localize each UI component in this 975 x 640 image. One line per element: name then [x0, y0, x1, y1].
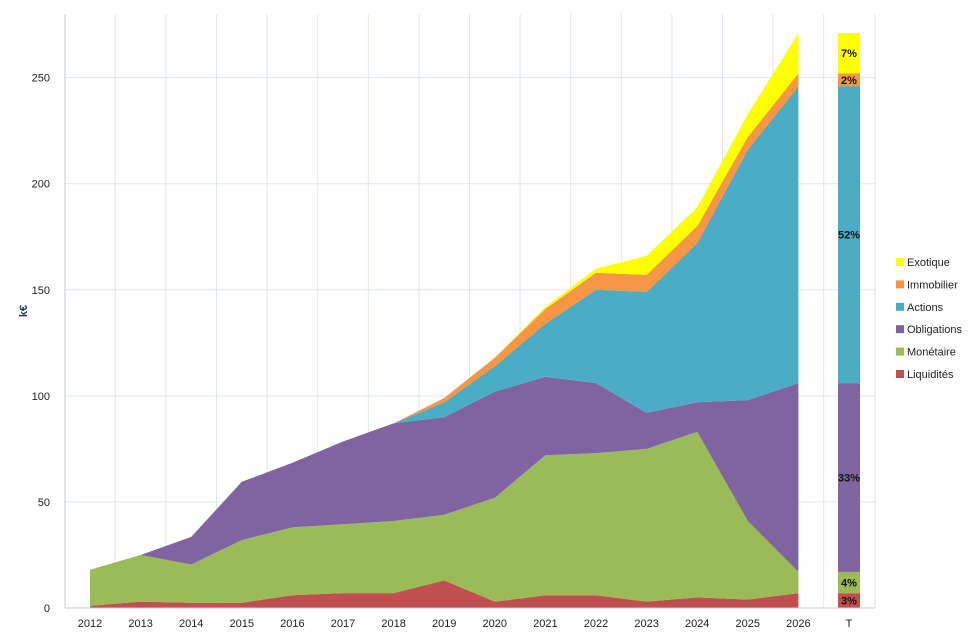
total-segment-monetaire [838, 571, 860, 594]
x-tick-label: 2025 [736, 618, 760, 630]
x-tick-label: 2018 [381, 618, 405, 630]
x-tick-label: 2013 [128, 618, 152, 630]
x-tick-label: 2024 [685, 618, 709, 630]
legend-swatch-actions [896, 302, 904, 311]
y-tick-label: 0 [44, 603, 50, 615]
axes: 0 50 100 150 200 250 k€ 2012 2013 2014 2015 2016 201… [18, 14, 875, 630]
y-tick-label: 100 [32, 391, 50, 403]
x-tick-label: 2020 [483, 618, 507, 630]
y-tick-label: 250 [32, 73, 50, 85]
legend-swatch-exotique [896, 258, 904, 266]
area-actions [90, 86, 799, 570]
legend: Exotique Immobilier Actions Obligations Moné… [896, 257, 963, 381]
x-tick-label: 2026 [786, 618, 810, 630]
y-tick-label: 150 [32, 285, 50, 297]
total-segment-liquidites [838, 593, 860, 608]
x-tick-label: 2014 [179, 618, 203, 630]
legend-label-actions: Actions [907, 302, 944, 314]
legend-label-immobilier: Immobilier [907, 279, 958, 291]
area-monetaire [90, 431, 799, 606]
x-tick-label: 2023 [634, 618, 658, 630]
y-tick-label: 50 [38, 497, 50, 509]
total-percent-obligations: 33% [838, 473, 860, 485]
legend-label-obligations: Obligations [907, 324, 963, 336]
x-tick-label: 2022 [584, 618, 608, 630]
total-bar: 3% 4% 33% 52% 2% 7% [838, 33, 860, 608]
total-percent-actions: 52% [838, 230, 860, 242]
area-obligations [90, 376, 799, 572]
legend-label-monetaire: Monétaire [907, 347, 956, 359]
x-tick-label: 2012 [78, 618, 102, 630]
y-axis-label: k€ [18, 305, 30, 317]
x-tick-label: 2021 [533, 618, 557, 630]
x-tick-label-total: T [846, 618, 853, 630]
total-segment-actions [838, 86, 860, 384]
x-tick-label: 2015 [230, 618, 254, 630]
total-percent-liquidites: 3% [841, 596, 857, 608]
legend-swatch-liquidites [896, 370, 904, 378]
area-series [90, 33, 799, 608]
total-segment-exotique [838, 33, 860, 74]
area-liquidites [90, 580, 799, 608]
legend-swatch-obligations [896, 325, 904, 334]
y-tick-label: 200 [32, 179, 50, 191]
x-tick-label: 2017 [331, 618, 355, 630]
legend-swatch-immobilier [896, 280, 904, 289]
x-tick-label: 2019 [432, 618, 456, 630]
legend-label-liquidites: Liquidités [907, 369, 954, 381]
total-percent-immobilier: 2% [841, 75, 857, 87]
total-percent-monetaire: 4% [841, 578, 857, 590]
total-percent-exotique: 7% [841, 48, 857, 60]
legend-label-exotique: Exotique [907, 257, 950, 269]
total-segment-obligations [838, 383, 860, 572]
total-segment-immobilier [838, 73, 860, 87]
legend-swatch-monetaire [896, 347, 904, 356]
x-tick-label: 2016 [280, 618, 304, 630]
